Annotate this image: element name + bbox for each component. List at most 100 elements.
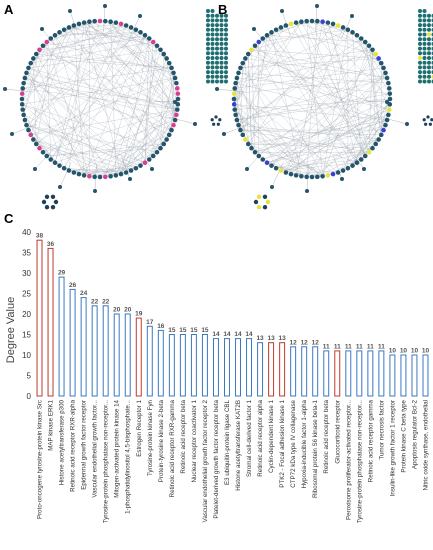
network-edge xyxy=(234,104,388,121)
bar-value-label: 15 xyxy=(168,327,176,334)
network-node xyxy=(260,36,266,41)
grid-node xyxy=(215,41,219,46)
network-edge xyxy=(271,62,382,166)
network-edge xyxy=(322,21,358,163)
y-tick-label: 5 xyxy=(27,372,32,381)
grid-node xyxy=(422,32,427,37)
network-edge xyxy=(22,104,161,149)
network-node xyxy=(325,20,331,25)
network-node xyxy=(123,23,129,28)
network-node xyxy=(231,91,237,96)
network-satellite-node xyxy=(350,14,354,18)
network-edge xyxy=(276,109,390,169)
grid-node xyxy=(418,27,422,32)
network-edge xyxy=(89,21,172,131)
network-edge xyxy=(54,20,101,163)
network-edge xyxy=(28,129,60,166)
network-node xyxy=(24,122,29,128)
network-node xyxy=(234,75,240,81)
network-node xyxy=(233,112,238,118)
network-edge xyxy=(73,109,178,173)
bar-value-label: 14 xyxy=(212,331,220,338)
network-node xyxy=(97,174,103,180)
grid-node xyxy=(206,9,210,13)
bar-value-label: 19 xyxy=(135,311,143,318)
grid-node xyxy=(418,51,422,56)
network-node xyxy=(19,102,25,107)
y-axis-label: Degree Value xyxy=(5,297,17,363)
grid-node xyxy=(210,23,215,28)
bar xyxy=(212,338,219,397)
network-node xyxy=(19,96,25,102)
network-node xyxy=(22,117,28,123)
grid-node xyxy=(224,56,228,60)
cluster-node xyxy=(422,118,426,122)
network-edge xyxy=(99,20,179,100)
network-node xyxy=(238,65,243,71)
category-label: Tyrosine-protein kinase Fyn xyxy=(147,399,154,476)
network-edge xyxy=(46,148,161,157)
network-node xyxy=(340,25,346,30)
network-edge xyxy=(240,58,379,69)
grid-node xyxy=(210,46,215,51)
network-node xyxy=(169,65,174,71)
network-node xyxy=(175,96,181,102)
bar-value-label: 14 xyxy=(234,331,242,338)
network-satellite-node xyxy=(315,4,319,8)
grid-node xyxy=(219,23,224,28)
network-edge xyxy=(125,49,161,173)
network-node xyxy=(233,80,238,86)
network-node xyxy=(232,86,238,91)
network-node xyxy=(387,91,393,96)
network-node xyxy=(48,157,54,162)
network-edge xyxy=(36,53,111,177)
grid-node xyxy=(215,56,219,60)
network-node xyxy=(174,107,180,112)
network-edge xyxy=(245,58,388,79)
network-edge xyxy=(120,88,178,175)
network-edge xyxy=(110,21,117,176)
grid-node xyxy=(210,65,215,70)
network-node xyxy=(283,23,289,28)
network-satellite-node xyxy=(103,4,107,8)
bar xyxy=(113,313,120,397)
grid-node xyxy=(215,13,219,18)
network-edge xyxy=(36,35,56,145)
bar-value-label: 20 xyxy=(113,307,121,314)
bar-value-label: 10 xyxy=(411,348,419,355)
bar xyxy=(422,354,429,397)
network-node xyxy=(320,173,325,179)
grid-node xyxy=(219,32,224,37)
network-node xyxy=(61,165,67,171)
grid-node xyxy=(206,70,210,75)
network-edge xyxy=(105,119,176,177)
grid-node xyxy=(418,74,422,79)
network-node xyxy=(28,132,34,138)
bar xyxy=(356,350,363,397)
network-node xyxy=(20,86,26,91)
network-node xyxy=(309,18,315,24)
network-edge xyxy=(22,104,146,163)
network-edge xyxy=(63,25,127,169)
network-edge xyxy=(276,159,362,169)
bar-value-label: 10 xyxy=(422,348,430,355)
network-b xyxy=(215,4,433,210)
network-edge xyxy=(234,88,246,140)
network-edge xyxy=(383,67,389,84)
category-label: CTP72 kDa type IV collagenase xyxy=(290,399,297,487)
network-spoke xyxy=(103,5,106,33)
network-node xyxy=(381,127,386,133)
network-edge xyxy=(262,29,277,39)
network-node xyxy=(52,32,58,38)
network-edge xyxy=(22,21,95,105)
grid-node xyxy=(422,46,427,51)
network-edge xyxy=(42,45,172,131)
category-label: Peroxisome proliferator-activated recept… xyxy=(345,400,352,520)
y-tick-label: 0 xyxy=(27,392,32,401)
network-node xyxy=(299,173,304,179)
bar-value-label: 10 xyxy=(389,348,397,355)
bar xyxy=(389,354,396,397)
network-node xyxy=(249,145,254,151)
bar xyxy=(235,338,241,397)
